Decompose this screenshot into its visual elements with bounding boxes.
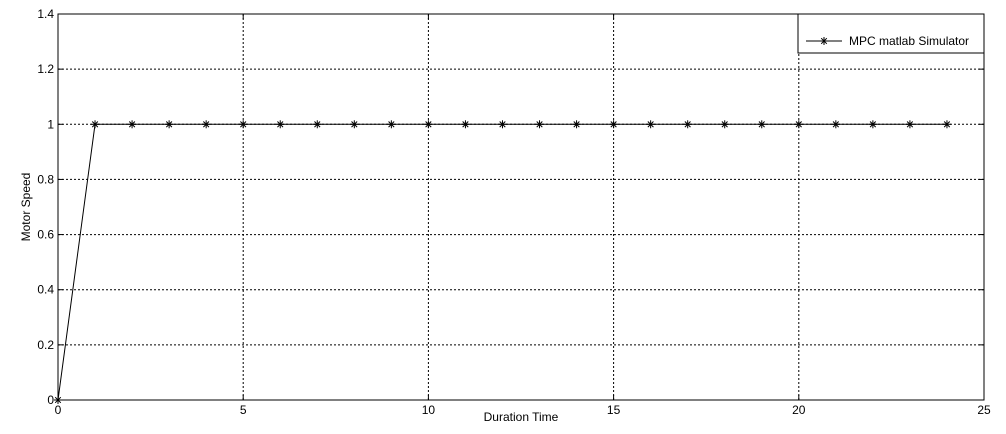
grid-lines xyxy=(58,14,984,400)
data-point xyxy=(239,120,248,129)
x-tick-label: 5 xyxy=(240,403,247,417)
data-point xyxy=(820,37,828,45)
data-point xyxy=(794,120,803,129)
legend: MPC matlab Simulator xyxy=(797,13,985,54)
plot-area xyxy=(58,14,984,400)
series-group xyxy=(54,120,951,404)
data-point xyxy=(276,120,285,129)
data-point xyxy=(424,120,433,129)
data-point xyxy=(498,120,507,129)
data-point xyxy=(313,120,322,129)
data-point xyxy=(91,120,100,129)
y-tick-label: 1.2 xyxy=(37,62,54,76)
data-point xyxy=(609,120,618,129)
data-point xyxy=(646,120,655,129)
data-point xyxy=(128,120,137,129)
y-tick-label: 0.4 xyxy=(37,283,54,297)
legend-marker-asterisk xyxy=(820,37,828,45)
y-tick-label: 0 xyxy=(47,393,54,407)
data-point xyxy=(202,120,211,129)
data-point xyxy=(831,120,840,129)
y-tick-label: 1 xyxy=(47,117,54,131)
data-point xyxy=(350,120,359,129)
data-point xyxy=(683,120,692,129)
data-point xyxy=(720,120,729,129)
legend-box xyxy=(797,13,985,54)
data-point xyxy=(387,120,396,129)
x-axis-label: Duration Time xyxy=(484,410,559,424)
data-point xyxy=(461,120,470,129)
x-tick-label: 20 xyxy=(792,403,806,417)
data-point xyxy=(868,120,877,129)
y-axis-label: Motor Speed xyxy=(19,173,33,242)
y-tick-label: 0.2 xyxy=(37,338,54,352)
y-tick-label: 0.8 xyxy=(37,172,54,186)
plot-frame xyxy=(57,13,985,401)
x-tick-label: 0 xyxy=(55,403,62,417)
data-point xyxy=(572,120,581,129)
x-tick-label: 10 xyxy=(422,403,436,417)
data-point xyxy=(942,120,951,129)
data-point xyxy=(54,396,62,404)
data-point xyxy=(535,120,544,129)
data-point xyxy=(165,120,174,129)
x-tick-label: 25 xyxy=(977,403,991,417)
legend-label: MPC matlab Simulator xyxy=(849,34,969,48)
data-point xyxy=(757,120,766,129)
y-tick-label: 0.6 xyxy=(37,228,54,242)
y-tick-label: 1.4 xyxy=(37,7,54,21)
data-point xyxy=(905,120,914,129)
x-tick-label: 15 xyxy=(607,403,621,417)
